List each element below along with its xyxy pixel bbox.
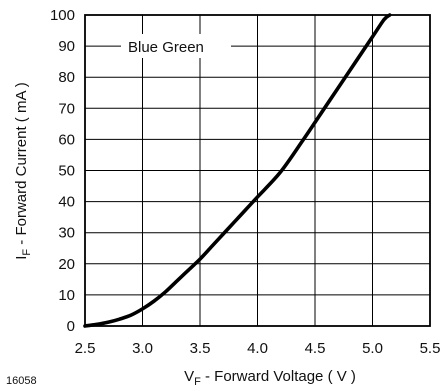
x-axis-symbol: V [184, 368, 194, 385]
x-tick-label: 5.5 [420, 340, 441, 357]
y-tick-label: 90 [58, 38, 75, 55]
x-axis-title: VF - Forward Voltage ( V ) [184, 368, 356, 388]
x-tick-label: 2.5 [75, 340, 96, 357]
series-label-background [121, 34, 231, 58]
y-tick-label: 60 [58, 131, 75, 148]
plot-frame [84, 14, 431, 327]
y-tick-label: 50 [58, 163, 75, 180]
series-name: Blue Green [128, 39, 204, 56]
x-tick-label: 4.0 [247, 340, 268, 357]
y-axis-title: IF - Forward Current ( mA ) [13, 82, 33, 260]
y-axis-symbol: I [13, 256, 30, 260]
series-line [83, 13, 392, 328]
grid [85, 15, 430, 326]
y-tick-label: 20 [58, 256, 75, 273]
y-tick-label: 100 [50, 7, 75, 24]
y-tick-label: 30 [58, 225, 75, 242]
figure-id: 16058 [6, 375, 37, 387]
x-tick-label: 3.5 [190, 340, 211, 357]
x-axis-subscript: F [194, 376, 201, 388]
x-tick-label: 4.5 [305, 340, 326, 357]
y-tick-label: 70 [58, 100, 75, 117]
x-tick-label: 3.0 [132, 340, 153, 357]
y-tick-label: 0 [67, 318, 75, 335]
x-tick-label: 5.0 [362, 340, 383, 357]
y-axis-description: - Forward Current ( mA ) [13, 82, 30, 245]
y-tick-label: 80 [58, 69, 75, 86]
x-axis-description: - Forward Voltage ( V ) [205, 368, 356, 385]
y-tick-label: 10 [58, 287, 75, 304]
y-axis-subscript: F [21, 249, 33, 256]
y-tick-label: 40 [58, 194, 75, 211]
series-label: Blue Green [121, 34, 231, 58]
tick-labels: 2.5 3.0 3.5 4.0 4.5 5.0 5.5 0 10 20 30 40 50 60 70 80 90… [50, 7, 440, 357]
